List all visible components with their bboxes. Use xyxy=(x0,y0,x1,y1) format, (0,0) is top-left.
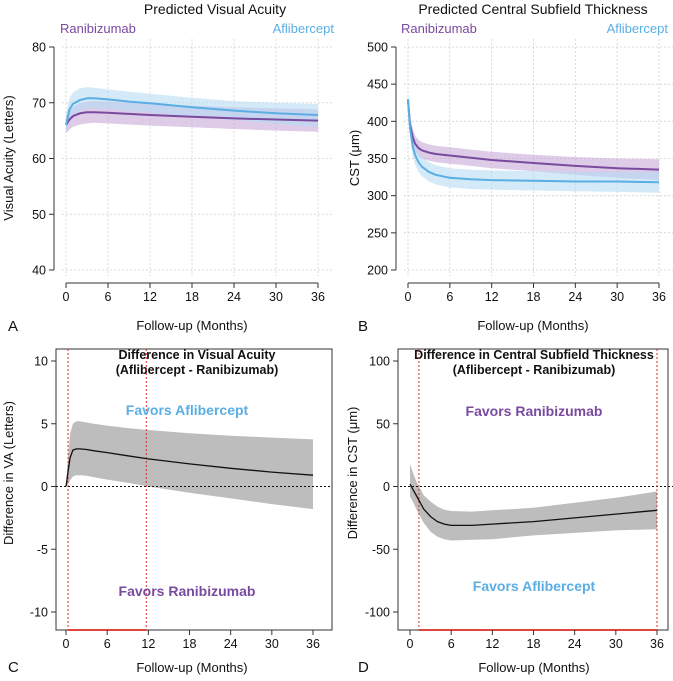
panel-d-y-tick-label--50: -50 xyxy=(372,543,390,557)
panel-c-x-tick-label-6: 6 xyxy=(104,637,111,651)
panel-d-y-tick-label-0: 0 xyxy=(383,480,390,494)
panel-a-series-line-ranibizumab xyxy=(65,111,319,126)
panel-a-y-tick-label-70: 70 xyxy=(32,96,46,110)
panel-d-x-tick-label-18: 18 xyxy=(527,637,541,651)
panel-a-x-tick-label-30: 30 xyxy=(269,290,283,304)
panel-a-y-tick-label-60: 60 xyxy=(32,152,46,166)
panel-d-x-tick-label-6: 6 xyxy=(448,637,455,651)
panel-c-x-tick-label-24: 24 xyxy=(224,637,238,651)
panel-c-x-axis-label: Follow-up (Months) xyxy=(136,660,247,675)
panel-b-cst: Predicted Central Subfield Thickness 200… xyxy=(347,1,673,335)
panel-a-x-tick-label-6: 6 xyxy=(105,290,112,304)
panel-c-x-tick-label-0: 0 xyxy=(63,637,70,651)
panel-b-x-tick-label-30: 30 xyxy=(610,290,624,304)
panel-b-x-tick-label-0: 0 xyxy=(405,290,412,304)
panel-b-y-tick-label-200: 200 xyxy=(367,264,388,278)
panel-a-x-tick-label-12: 12 xyxy=(143,290,157,304)
panel-a-x-tick-label-24: 24 xyxy=(227,290,241,304)
panel-b-y-tick-label-400: 400 xyxy=(367,115,388,129)
panel-c-plot-box xyxy=(55,348,333,631)
panel-b-x-tick-label-18: 18 xyxy=(527,290,541,304)
panel-d-y-tick-label-100: 100 xyxy=(369,355,390,369)
panel-c-va-difference: Difference in Visual Acuity (Aflibercept… xyxy=(1,348,333,676)
panel-c-ci-band-difference xyxy=(66,421,313,510)
panel-c-x-tick-label-36: 36 xyxy=(306,637,320,651)
panel-d-x-tick-label-12: 12 xyxy=(485,637,499,651)
panel-a-x-axis-label: Follow-up (Months) xyxy=(136,318,247,333)
panel-d-series-line-difference xyxy=(409,483,658,527)
panel-d-favors-ranibizumab: Favors Ranibizumab xyxy=(466,403,603,419)
panel-b-y-tick-label-300: 300 xyxy=(367,189,388,203)
panel-b-x-tick-label-6: 6 xyxy=(446,290,453,304)
panel-d-x-tick-label-36: 36 xyxy=(650,637,664,651)
panel-b-series-line-ranibizumab xyxy=(407,100,660,171)
panel-d-cst-difference: Difference in Central Subfield Thickness… xyxy=(345,348,673,676)
panel-c-title: Difference in Visual Acuity xyxy=(119,348,276,362)
panel-a-y-tick-label-80: 80 xyxy=(32,41,46,55)
panel-b-legend-aflibercept: Aflibercept xyxy=(607,21,669,36)
panel-b-x-axis-label: Follow-up (Months) xyxy=(477,318,588,333)
panel-b-y-tick-label-500: 500 xyxy=(367,41,388,55)
panel-c-y-tick-label-5: 5 xyxy=(41,417,48,431)
panel-a-y-tick-label-50: 50 xyxy=(32,208,46,222)
panel-d-x-tick-label-0: 0 xyxy=(407,637,414,651)
panel-b-ci-band-ranibizumab xyxy=(408,97,659,181)
panel-c-y-axis-label: Difference in VA (Letters) xyxy=(1,401,16,545)
panel-a-ci-band-aflibercept xyxy=(66,87,318,134)
panel-c-y-tick-label-0: 0 xyxy=(41,480,48,494)
panel-b-series-line-aflibercept xyxy=(407,98,660,184)
panel-c-x-tick-label-30: 30 xyxy=(265,637,279,651)
panel-d-y-tick-label--100: -100 xyxy=(365,606,390,620)
panel-c-y-tick-label-10: 10 xyxy=(34,355,48,369)
panel-d-letter: D xyxy=(358,659,369,676)
panel-b-x-tick-label-36: 36 xyxy=(652,290,666,304)
panel-c-y-tick-label--10: -10 xyxy=(30,606,48,620)
panel-c-subtitle: (Aflibercept - Ranibizumab) xyxy=(116,363,279,377)
panel-c-x-tick-label-12: 12 xyxy=(141,637,155,651)
panel-d-y-tick-label-50: 50 xyxy=(376,417,390,431)
panel-a-x-tick-label-36: 36 xyxy=(311,290,325,304)
panel-d-x-axis-label: Follow-up (Months) xyxy=(478,660,589,675)
panel-a-legend-ranibizumab: Ranibizumab xyxy=(60,21,136,36)
panel-b-y-axis-label: CST (μm) xyxy=(347,130,362,186)
panel-a-visual-acuity: Predicted Visual Acuity 40 50 60 70 80 0 6 12 1… xyxy=(1,1,334,335)
panel-b-y-tick-label-250: 250 xyxy=(367,226,388,240)
panel-a-y-tick-label-40: 40 xyxy=(32,264,46,278)
panel-d-x-tick-label-30: 30 xyxy=(609,637,623,651)
panel-c-series-line-difference xyxy=(65,448,314,487)
panel-c-letter: C xyxy=(8,659,19,676)
panel-b-letter: B xyxy=(358,318,368,335)
panel-b-title: Predicted Central Subfield Thickness xyxy=(418,1,647,17)
panel-d-favors-aflibercept: Favors Aflibercept xyxy=(473,578,596,594)
panel-b-legend-ranibizumab: Ranibizumab xyxy=(401,21,477,36)
panel-b-y-tick-label-350: 350 xyxy=(367,152,388,166)
panel-b-y-tick-label-450: 450 xyxy=(367,78,388,92)
panel-a-letter: A xyxy=(8,318,18,335)
panel-d-subtitle: (Aflibercept - Ranibizumab) xyxy=(453,363,616,377)
panel-b-x-tick-label-12: 12 xyxy=(485,290,499,304)
panel-a-x-tick-label-18: 18 xyxy=(185,290,199,304)
panel-b-ci-band-aflibercept xyxy=(408,94,659,193)
panel-d-title: Difference in Central Subfield Thickness xyxy=(414,348,654,362)
panel-a-x-tick-label-0: 0 xyxy=(63,290,70,304)
panel-a-series-line-aflibercept xyxy=(65,97,319,126)
panel-c-favors-ranibizumab: Favors Ranibizumab xyxy=(119,583,256,599)
panel-c-y-tick-label--5: -5 xyxy=(37,543,48,557)
panel-d-ci-band-difference xyxy=(410,463,657,541)
panel-a-legend-aflibercept: Aflibercept xyxy=(273,21,335,36)
panel-b-x-tick-label-24: 24 xyxy=(568,290,582,304)
panel-d-x-tick-label-24: 24 xyxy=(568,637,582,651)
panel-a-title: Predicted Visual Acuity xyxy=(144,1,286,17)
panel-a-y-axis-label: Visual Acuity (Letters) xyxy=(1,95,16,220)
panel-d-y-axis-label: Difference in CST (μm) xyxy=(345,407,360,540)
panel-c-favors-aflibercept: Favors Aflibercept xyxy=(126,402,249,418)
panel-c-x-tick-label-18: 18 xyxy=(183,637,197,651)
